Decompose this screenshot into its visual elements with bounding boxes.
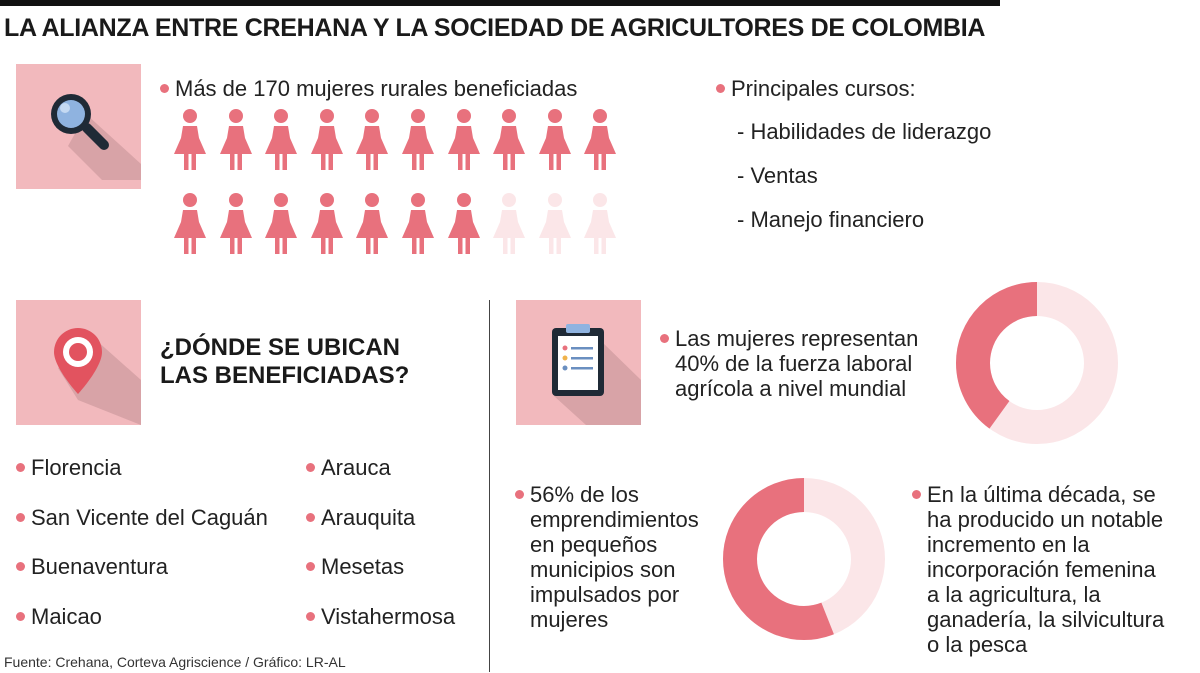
top-rule <box>0 0 1000 6</box>
location-item: Florencia <box>16 455 121 481</box>
woman-icon <box>538 193 571 254</box>
woman-icon <box>447 193 480 254</box>
bullet-dot <box>306 462 315 472</box>
stat-decade-line: o la pesca <box>927 632 1028 657</box>
stat-business-line: municipios son <box>530 557 676 582</box>
labor-share-arc <box>956 282 1118 444</box>
location-tile <box>16 300 141 425</box>
woman-icon <box>493 193 526 254</box>
woman-icon <box>356 193 389 254</box>
stat-labor-line: agrícola a nivel mundial <box>675 376 907 401</box>
bullet-dot <box>16 462 25 472</box>
location-item: Maicao <box>16 604 102 630</box>
bullet-dot <box>660 333 669 343</box>
woman-icon <box>219 193 252 254</box>
stat-business-line: impulsados por <box>530 582 680 607</box>
woman-icon <box>493 109 526 170</box>
course-item: - Habilidades de liderazgo <box>737 119 992 144</box>
labor-share-donut <box>956 282 1118 444</box>
locations-title: ¿DÓNDE SE UBICAN LAS BENEFICIADAS? <box>160 334 409 390</box>
stat-decade-line: incorporación femenina <box>927 557 1156 582</box>
woman-icon <box>402 193 434 254</box>
stat-business-line: 56% de los <box>515 482 699 507</box>
bullet-dot <box>160 83 169 93</box>
women-count-label-row: Más de 170 mujeres rurales beneficiadas <box>160 76 577 102</box>
business-share-donut <box>723 478 885 640</box>
clipboard-icon <box>552 324 641 425</box>
bullet-dot <box>16 611 25 621</box>
bullet-dot <box>16 561 25 571</box>
woman-icon <box>356 109 389 170</box>
stat-decade-text: En la última década, se ha producido un … <box>912 482 1164 657</box>
woman-icon <box>447 109 480 170</box>
courses-heading: Principales cursos: <box>731 76 916 101</box>
location-item: San Vicente del Caguán <box>16 505 268 531</box>
woman-icon <box>219 109 252 170</box>
locations-title-line: ¿DÓNDE SE UBICAN <box>160 334 401 361</box>
stat-decade-line: ganadería, la silvicultura <box>927 607 1165 632</box>
page-title: LA ALIANZA ENTRE CREHANA Y LA SOCIEDAD D… <box>4 14 986 42</box>
clipboard-tile <box>516 300 641 425</box>
stat-decade-line: incremento en la <box>927 532 1090 557</box>
course-item: - Manejo financiero <box>737 207 925 232</box>
woman-icon <box>174 193 206 254</box>
woman-icon <box>310 109 343 170</box>
woman-icon <box>538 109 571 170</box>
bullet-dot <box>16 512 25 522</box>
women-count-label: Más de 170 mujeres rurales beneficiadas <box>175 76 578 101</box>
stat-business-text: 56% de los emprendimientos en pequeños m… <box>515 482 699 632</box>
woman-icon <box>265 193 298 254</box>
stat-labor-line: 40% de la fuerza laboral <box>675 351 913 376</box>
location-pin-icon <box>54 328 141 425</box>
stat-business-line: en pequeños <box>530 532 658 557</box>
courses-heading-row: Principales cursos: <box>716 76 916 102</box>
woman-icon <box>310 193 343 254</box>
woman-icon <box>402 109 434 170</box>
location-item: Mesetas <box>306 554 404 580</box>
stat-labor-text: Las mujeres representan 40% de la fuerza… <box>660 326 918 401</box>
woman-icon <box>584 109 617 170</box>
search-icon <box>51 94 141 180</box>
location-item: Arauca <box>306 455 391 481</box>
stat-business-line: emprendimientos <box>530 507 699 532</box>
bullet-dot <box>912 489 921 499</box>
search-tile <box>16 64 141 189</box>
stat-labor-line: Las mujeres representan <box>660 326 918 351</box>
bullet-dot <box>306 611 315 621</box>
source-credit: Fuente: Crehana, Corteva Agriscience / G… <box>4 654 346 670</box>
location-item: Vistahermosa <box>306 604 455 630</box>
bullet-dot <box>306 512 315 522</box>
location-item: Arauquita <box>306 505 415 531</box>
stat-decade-line: En la última década, se <box>912 482 1164 507</box>
section-divider <box>489 300 490 672</box>
bullet-dot <box>515 489 524 499</box>
woman-icon <box>584 193 617 254</box>
stat-decade-line: ha producido un notable <box>927 507 1164 532</box>
woman-icon <box>174 109 206 170</box>
stat-business-line: mujeres <box>530 607 609 632</box>
bullet-dot <box>716 83 725 93</box>
bullet-dot <box>306 561 315 571</box>
location-item: Buenaventura <box>16 554 168 580</box>
business-share-arc <box>723 478 885 640</box>
course-item: - Ventas <box>737 163 818 188</box>
stat-decade-line: a la agricultura, la <box>927 582 1101 607</box>
woman-icon <box>265 109 298 170</box>
locations-title-line: LAS BENEFICIADAS? <box>160 362 410 389</box>
